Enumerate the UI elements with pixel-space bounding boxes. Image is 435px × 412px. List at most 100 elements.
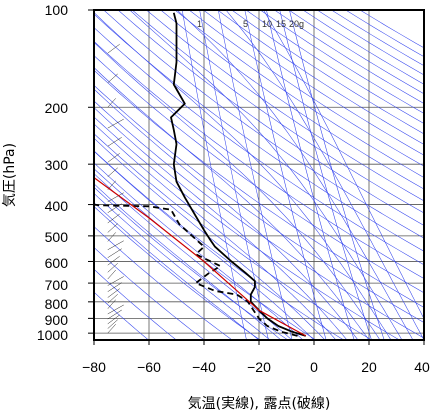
dry-adiabat-line: [94, 116, 400, 340]
dry-adiabat-line: [317, 10, 424, 76]
parcel-line: [94, 177, 307, 337]
wind-profile-line: [107, 248, 122, 258]
dry-adiabat-line: [231, 10, 424, 135]
mixing-ratio-label: 20g: [289, 19, 304, 29]
x-axis-title: 気温(実線), 露点(破線): [188, 396, 331, 412]
wind-profile-line: [107, 282, 122, 292]
dry-adiabat-line: [274, 10, 424, 104]
wind-profile-line: [107, 255, 120, 266]
wind-profile-line: [107, 276, 124, 286]
wind-profile-line: [107, 213, 120, 224]
y-axis-ticks: 100 200 300 400 500 600 700 800 900 1000: [37, 2, 68, 343]
sounding-series: [94, 12, 307, 337]
y-tick-label: 300: [45, 157, 69, 173]
dry-adiabat-line: [146, 10, 424, 202]
wind-profile-line: [107, 319, 118, 329]
moist-adiabat-line: [129, 10, 403, 340]
y-tick-label: 100: [45, 2, 69, 18]
dry-adiabat-line: [94, 69, 424, 308]
x-tick-label: −20: [247, 359, 271, 375]
y-tick-label: 500: [45, 229, 69, 245]
dry-adiabat-line: [245, 10, 424, 124]
wind-profile-line: [107, 192, 124, 202]
moist-adiabat-line: [225, 10, 424, 340]
wind-profile-line: [107, 137, 122, 147]
dry-adiabat-line: [288, 10, 424, 95]
wind-profile-line: [107, 309, 122, 320]
y-tick-label: 700: [45, 277, 69, 293]
dry-adiabat-line: [94, 13, 424, 252]
moist-adiabat-line: [94, 137, 326, 340]
x-tick-label: −80: [82, 359, 106, 375]
x-tick-label: 40: [414, 359, 430, 375]
y-tick-label: 200: [45, 100, 69, 116]
wind-profile-line: [107, 304, 124, 315]
moist-adiabat-line: [94, 123, 337, 340]
wind-profile-line: [107, 299, 116, 309]
dry-adiabat-line: [160, 10, 424, 190]
y-tick-label: 400: [45, 198, 69, 214]
dry-adiabat-line: [94, 150, 344, 340]
dry-adiabat-line: [94, 100, 424, 339]
dewpoint-line: [94, 203, 298, 337]
x-tick-label: 20: [361, 359, 377, 375]
mixing-ratio-label: 5: [243, 19, 248, 29]
y-tick-label: 1000: [37, 327, 68, 343]
wind-profile-line: [107, 263, 118, 273]
dry-adiabat-line: [94, 55, 424, 294]
dry-adiabat-line: [94, 27, 424, 266]
x-tick-label: −60: [137, 359, 161, 375]
mixing-ratio-line: [181, 10, 247, 340]
x-tick-label: 0: [310, 359, 318, 375]
dry-adiabat-line: [217, 10, 424, 145]
wind-profile-line: [107, 314, 120, 325]
dry-adiabat-line: [188, 10, 424, 167]
plot-frame: [93, 9, 425, 341]
mixing-ratio-line: [289, 10, 385, 340]
dry-adiabat-line: [174, 10, 424, 178]
dry-adiabat-line: [94, 247, 205, 340]
moist-adiabat-line: [94, 202, 260, 340]
y-tick-label: 800: [45, 296, 69, 312]
moist-adiabat-line: [94, 107, 348, 340]
moist-adiabat-line: [94, 162, 304, 340]
wind-profile-line: [107, 240, 124, 250]
wind-profile-line: [107, 73, 118, 83]
mixing-ratio-line: [266, 10, 355, 340]
dry-adiabat-line: [94, 41, 424, 279]
mixing-ratio-line: [199, 10, 269, 340]
wind-profile-line: [107, 203, 122, 213]
dry-adiabat-line: [331, 10, 424, 67]
mixing-ratio-label: 10: [262, 19, 272, 29]
wind-profile-line: [107, 232, 116, 242]
mixing-ratio-labels: 1 5 10 15 20g: [197, 19, 304, 29]
mixing-ratio-label: 1: [197, 19, 202, 29]
dry-adiabat-line: [103, 10, 424, 239]
x-axis-ticks: −80 −60 −40 −20 0 20 40: [82, 359, 430, 375]
wind-profile-line: [107, 43, 120, 54]
wind-profile-line: [107, 153, 120, 163]
x-tick-label: −40: [192, 359, 216, 375]
moist-adiabat-line: [94, 12, 392, 340]
wind-profile-line: [107, 323, 116, 334]
moist-adiabat-line: [94, 183, 282, 340]
wind-profile-line: [107, 294, 118, 304]
dry-adiabat-line: [94, 226, 233, 340]
wind-profile-line: [107, 223, 118, 233]
y-tick-label: 900: [45, 312, 69, 328]
dry-adiabat-line: [94, 268, 177, 340]
moist-adiabat-line: [94, 150, 315, 340]
wind-profile-line: [107, 167, 118, 177]
wind-profile-line: [107, 288, 120, 298]
wind-profile-line: [107, 98, 116, 108]
dry-adiabat-line: [260, 10, 424, 114]
moist-adiabat-line: [176, 10, 414, 340]
wind-profile-line: [107, 269, 116, 280]
dry-adiabat-line: [94, 206, 261, 340]
dry-adiabat-line: [302, 10, 424, 85]
mixing-ratio-line: [218, 10, 293, 340]
dry-adiabat-line: [94, 168, 316, 340]
y-tick-label: 600: [45, 255, 69, 271]
dry-adiabat-line: [117, 10, 424, 226]
